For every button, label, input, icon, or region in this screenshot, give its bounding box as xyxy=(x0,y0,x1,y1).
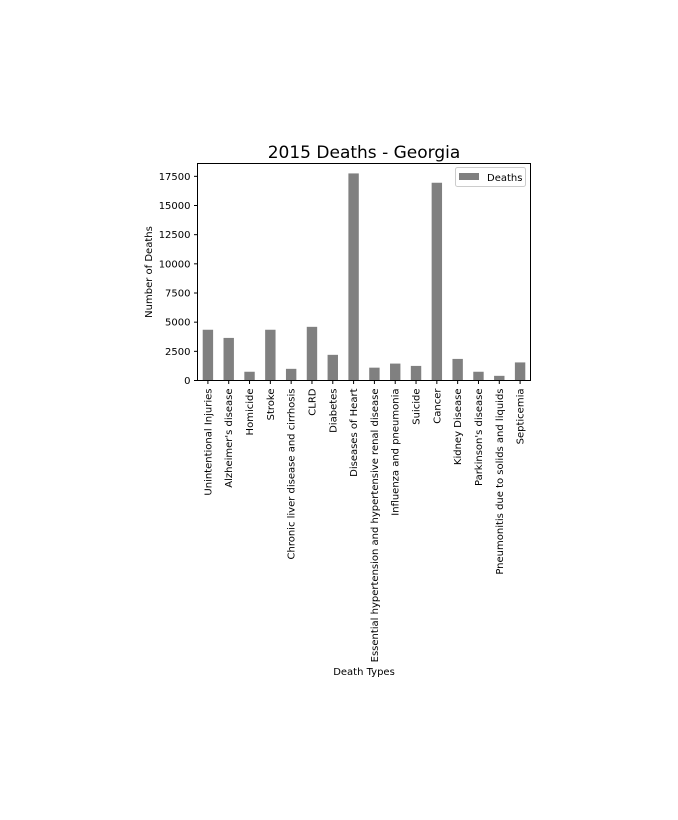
bar xyxy=(265,329,276,381)
y-tick-label: 10000 xyxy=(159,259,191,270)
chart-title: 2015 Deaths - Georgia xyxy=(268,143,461,163)
x-axis: Unintentional Injuries Alzheimer's diseas… xyxy=(203,380,527,663)
x-tick-label: Septicemia xyxy=(516,389,527,445)
y-tick-label: 7500 xyxy=(165,289,190,300)
x-tick-label: Stroke xyxy=(266,389,277,421)
plot-frame xyxy=(197,163,531,381)
bar xyxy=(223,337,234,381)
x-tick-label: Homicide xyxy=(245,389,256,436)
bars xyxy=(202,173,526,381)
bar xyxy=(494,375,505,381)
y-axis-label: Number of Deaths xyxy=(144,226,155,318)
x-tick-label: Kidney Disease xyxy=(453,389,464,466)
legend-label: Deaths xyxy=(487,173,522,184)
legend: Deaths xyxy=(455,167,526,187)
x-tick-label: Pneumonitis due to solids and liquids xyxy=(495,389,506,575)
x-tick-label: Unintentional Injuries xyxy=(203,389,214,496)
y-tick-label: 2500 xyxy=(165,347,190,358)
y-tick-label: 5000 xyxy=(165,318,190,329)
bar xyxy=(431,182,443,381)
legend-box xyxy=(455,167,526,187)
bar xyxy=(410,365,422,381)
bar xyxy=(306,326,318,381)
x-tick-label: Essential hypertension and hypertensive … xyxy=(370,389,381,663)
x-tick-label: Cancer xyxy=(432,388,443,424)
bar xyxy=(473,371,484,381)
y-tick-label: 12500 xyxy=(159,230,191,241)
bar xyxy=(285,368,297,381)
y-axis: 0 2500 5000 7500 10000 12500 15000 17500 xyxy=(159,172,198,387)
bar xyxy=(369,367,380,381)
bar xyxy=(452,358,463,381)
y-tick-label: 15000 xyxy=(159,201,191,212)
x-tick-label: Diseases of Heart xyxy=(349,388,360,476)
bar xyxy=(514,362,526,381)
x-tick-label: Influenza and pneumonia xyxy=(391,389,402,516)
x-tick-label: Diabetes xyxy=(328,389,339,433)
x-tick-label: Suicide xyxy=(412,389,423,425)
x-axis-label: Death Types xyxy=(333,667,395,678)
x-tick-label: CLRD xyxy=(307,388,318,416)
bar xyxy=(202,329,214,381)
x-tick-label: Parkinson's disease xyxy=(474,389,485,487)
y-tick-label: 17500 xyxy=(159,172,191,183)
bar xyxy=(348,173,359,381)
legend-swatch xyxy=(459,173,479,180)
bar xyxy=(244,371,255,381)
x-tick-label: Alzheimer's disease xyxy=(224,389,235,488)
x-tick-label: Chronic liver disease and cirrhosis xyxy=(287,389,298,560)
bar xyxy=(390,363,401,381)
bar xyxy=(327,354,338,381)
y-tick-label: 0 xyxy=(184,376,190,387)
